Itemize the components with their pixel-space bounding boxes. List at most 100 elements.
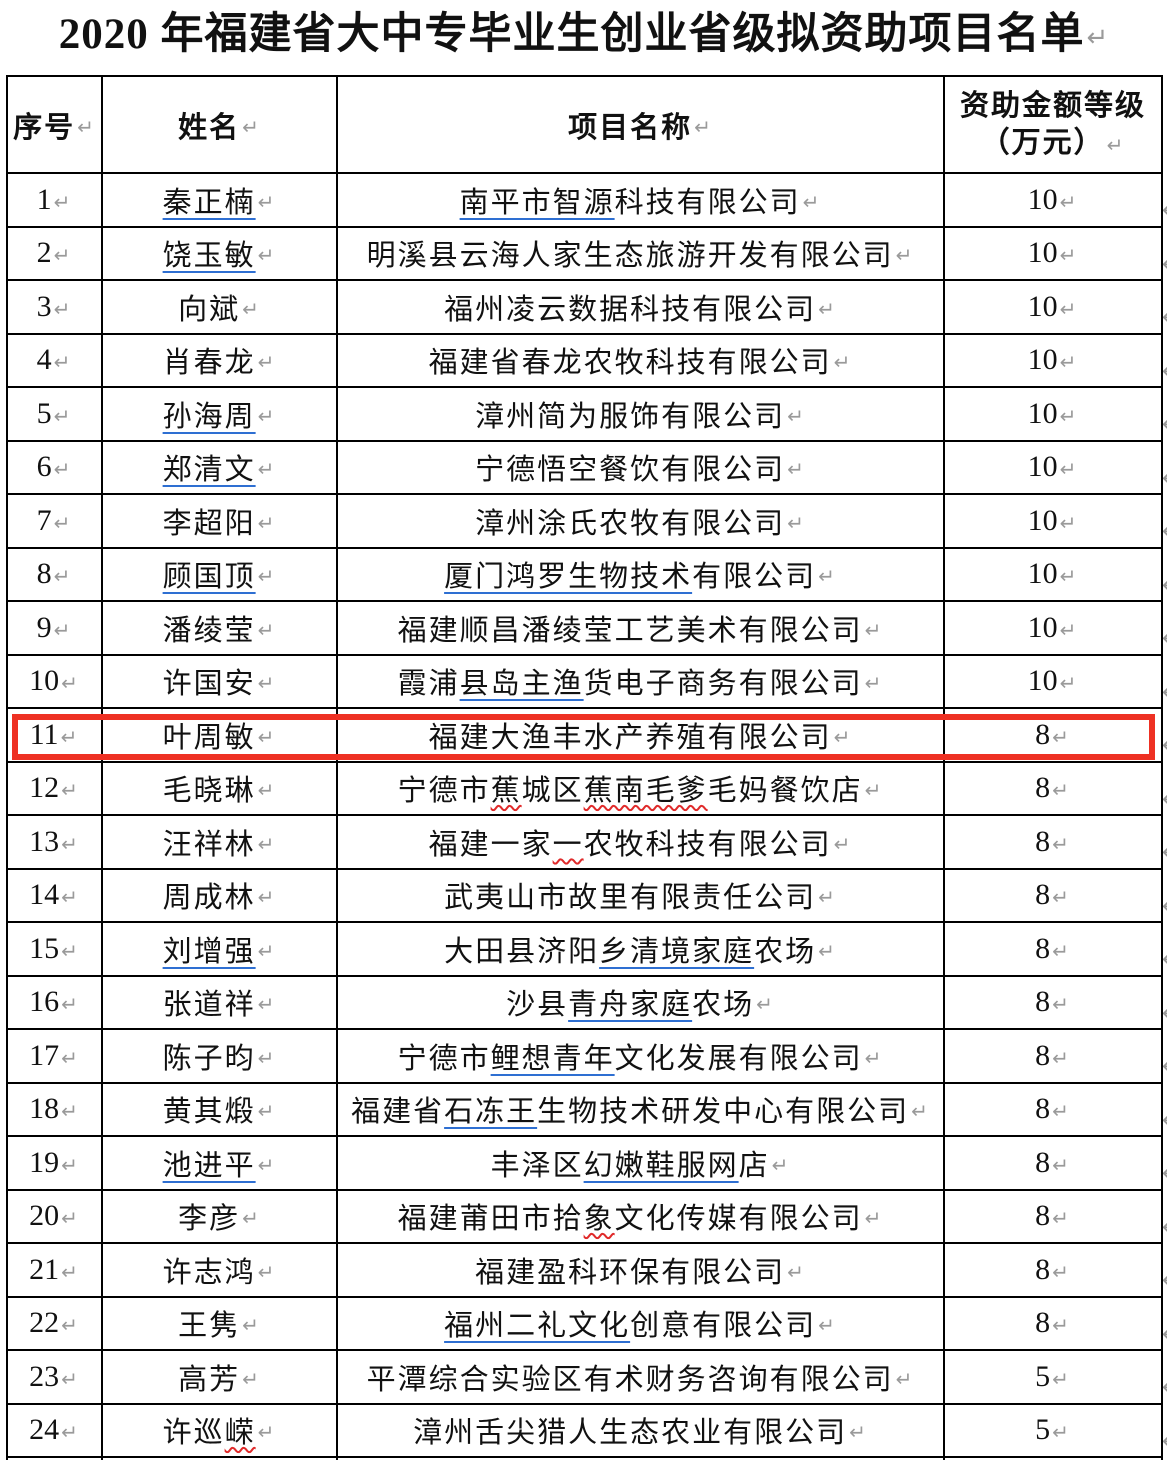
return-mark-icon: ↵ xyxy=(864,1045,884,1070)
return-mark-icon: ↵ xyxy=(53,189,73,214)
seq-number: 1 xyxy=(36,182,52,216)
return-mark-icon: ↵ xyxy=(257,617,277,642)
header-name-label: 姓名 xyxy=(178,111,241,144)
cell-text: 平潭综合实验区有术财务咨询有限公司 xyxy=(366,1363,894,1396)
seq-cell: 11 ↵ xyxy=(8,709,103,763)
cell-text: 黄其煅 xyxy=(162,1096,256,1129)
return-mark-icon: ↵ xyxy=(1086,23,1109,53)
amount-cell: 10 ↵ xyxy=(945,281,1163,335)
amount-value: 8 xyxy=(1035,1092,1051,1126)
return-mark-icon: ↵ xyxy=(833,724,853,749)
return-mark-icon: ↵ xyxy=(242,1366,261,1391)
seq-number: 4 xyxy=(36,343,52,377)
seq-cell: 19 ↵ xyxy=(8,1137,103,1191)
return-mark-icon: ↵ xyxy=(818,938,837,963)
seq-cell: 14 ↵ xyxy=(8,869,103,923)
project-cell: 福建一家一农牧科技有限公司 ↵ xyxy=(338,816,945,870)
project-cell: 福州二礼文化 创意有限公司 ↵ xyxy=(338,1297,945,1351)
return-mark-icon: ↵ xyxy=(61,1366,80,1391)
name-cell: 周成林 ↵ xyxy=(103,869,338,923)
cell-text: 生物技术研发中心有限公司 xyxy=(537,1096,910,1129)
seq-cell: 22 ↵ xyxy=(8,1297,103,1351)
underlined-text: 蕉南毛爹 xyxy=(583,775,708,808)
name-cell: 高芳 ↵ xyxy=(103,1351,338,1405)
name-cell: 向斌 ↵ xyxy=(103,281,338,335)
seq-number: 6 xyxy=(36,450,52,484)
page-title: 2020 年福建省大中专毕业生创业省级拟资助项目名单 xyxy=(58,11,1085,58)
amount-cell: 8 ↵ xyxy=(945,816,1163,870)
row-end-mark-icon: ↵ xyxy=(1162,573,1167,597)
return-mark-icon: ↵ xyxy=(1052,831,1071,856)
return-mark-icon: ↵ xyxy=(818,885,837,910)
return-mark-icon: ↵ xyxy=(53,350,73,375)
row-end-mark-icon: ↵ xyxy=(1162,626,1167,650)
return-mark-icon: ↵ xyxy=(257,1420,277,1445)
table-row: 7 ↵ 李超阳 ↵ 漳州涂氏农牧有限公司 ↵ 10 ↵ xyxy=(8,495,1163,549)
seq-cell: 16 ↵ xyxy=(8,976,103,1030)
seq-cell: 1 ↵ xyxy=(8,174,103,228)
return-mark-icon: ↵ xyxy=(53,403,73,428)
underlined-text: 刘增强 xyxy=(162,935,256,968)
cell-text: 货电子商务有限公司 xyxy=(583,668,863,701)
cell-text: 霞浦 xyxy=(397,668,460,701)
name-cell: 郑清文 ↵ xyxy=(103,441,338,495)
name-cell: 潘绫莹 ↵ xyxy=(103,602,338,656)
return-mark-icon: ↵ xyxy=(1052,1313,1071,1338)
seq-number: 20 xyxy=(29,1199,60,1233)
return-mark-icon: ↵ xyxy=(1059,350,1079,375)
return-mark-icon: ↵ xyxy=(53,617,73,642)
name-cell: 叶周敏 ↵ xyxy=(103,709,338,763)
amount-value: 10 xyxy=(1027,610,1058,644)
return-mark-icon: ↵ xyxy=(694,114,713,139)
underlined-text: 郑清文 xyxy=(162,454,256,487)
cell-text: 毛妈餐饮店 xyxy=(707,775,863,808)
return-mark-icon: ↵ xyxy=(1059,671,1079,696)
return-mark-icon: ↵ xyxy=(1052,938,1071,963)
cell-text: 王隽 xyxy=(178,1310,241,1343)
cell-text: 城区 xyxy=(521,775,584,808)
seq-cell: 9 ↵ xyxy=(8,602,103,656)
return-mark-icon: ↵ xyxy=(61,778,80,803)
amount-value: 10 xyxy=(1027,664,1058,698)
cell-text: 福州凌云数据科技有限公司 xyxy=(444,293,817,326)
cell-text: 肖春龙 xyxy=(162,347,256,380)
amount-value: 8 xyxy=(1035,878,1051,912)
amount-value: 5 xyxy=(1035,1413,1051,1447)
amount-value: 10 xyxy=(1027,182,1058,216)
cell-text: 福建省 xyxy=(351,1096,445,1129)
return-mark-icon: ↵ xyxy=(242,114,261,139)
amount-cell: 10 ↵ xyxy=(945,548,1163,602)
return-mark-icon: ↵ xyxy=(895,243,915,268)
empty-cell xyxy=(338,1458,945,1460)
underlined-text: 池进平 xyxy=(162,1149,256,1182)
table-row: 6 ↵ 郑清文 ↵ 宁德悟空餐饮有限公司 ↵ 10 ↵ xyxy=(8,441,1163,495)
return-mark-icon: ↵ xyxy=(257,403,277,428)
project-cell: 福建莆田市拾象文化传媒有限公司 ↵ xyxy=(338,1190,945,1244)
amount-cell: 5 ↵ xyxy=(945,1351,1163,1405)
return-mark-icon: ↵ xyxy=(895,1366,915,1391)
seq-number: 22 xyxy=(29,1306,60,1340)
cell-text: 文化传媒有限公司 xyxy=(614,1203,863,1236)
cell-text: 福建一家 xyxy=(428,828,553,861)
cell-text: 张道祥 xyxy=(162,989,256,1022)
seq-cell: 20 ↵ xyxy=(8,1190,103,1244)
row-end-mark-icon: ↵ xyxy=(1162,466,1167,490)
header-seq: 序号 ↵ xyxy=(8,77,103,174)
cell-text: 漳州简为服饰有限公司 xyxy=(475,400,786,433)
amount-value: 8 xyxy=(1035,1252,1051,1286)
cell-text: 大田县济阳 xyxy=(444,935,600,968)
cell-text: 福建莆田市拾 xyxy=(397,1203,584,1236)
name-cell: 王隽 ↵ xyxy=(103,1297,338,1351)
row-end-mark-icon: ↵ xyxy=(1162,1215,1167,1239)
seq-number: 11 xyxy=(29,717,59,751)
return-mark-icon: ↵ xyxy=(61,885,80,910)
header-amount: 资助金额等级 （万元） ↵ xyxy=(945,77,1163,174)
seq-cell: 10 ↵ xyxy=(8,655,103,709)
return-mark-icon: ↵ xyxy=(1052,885,1071,910)
return-mark-icon: ↵ xyxy=(257,564,277,589)
cell-text: 汪祥林 xyxy=(162,828,256,861)
name-cell: 顾国顶 ↵ xyxy=(103,548,338,602)
name-cell: 张道祥 ↵ xyxy=(103,976,338,1030)
return-mark-icon: ↵ xyxy=(61,1045,80,1070)
seq-number: 21 xyxy=(29,1252,60,1286)
